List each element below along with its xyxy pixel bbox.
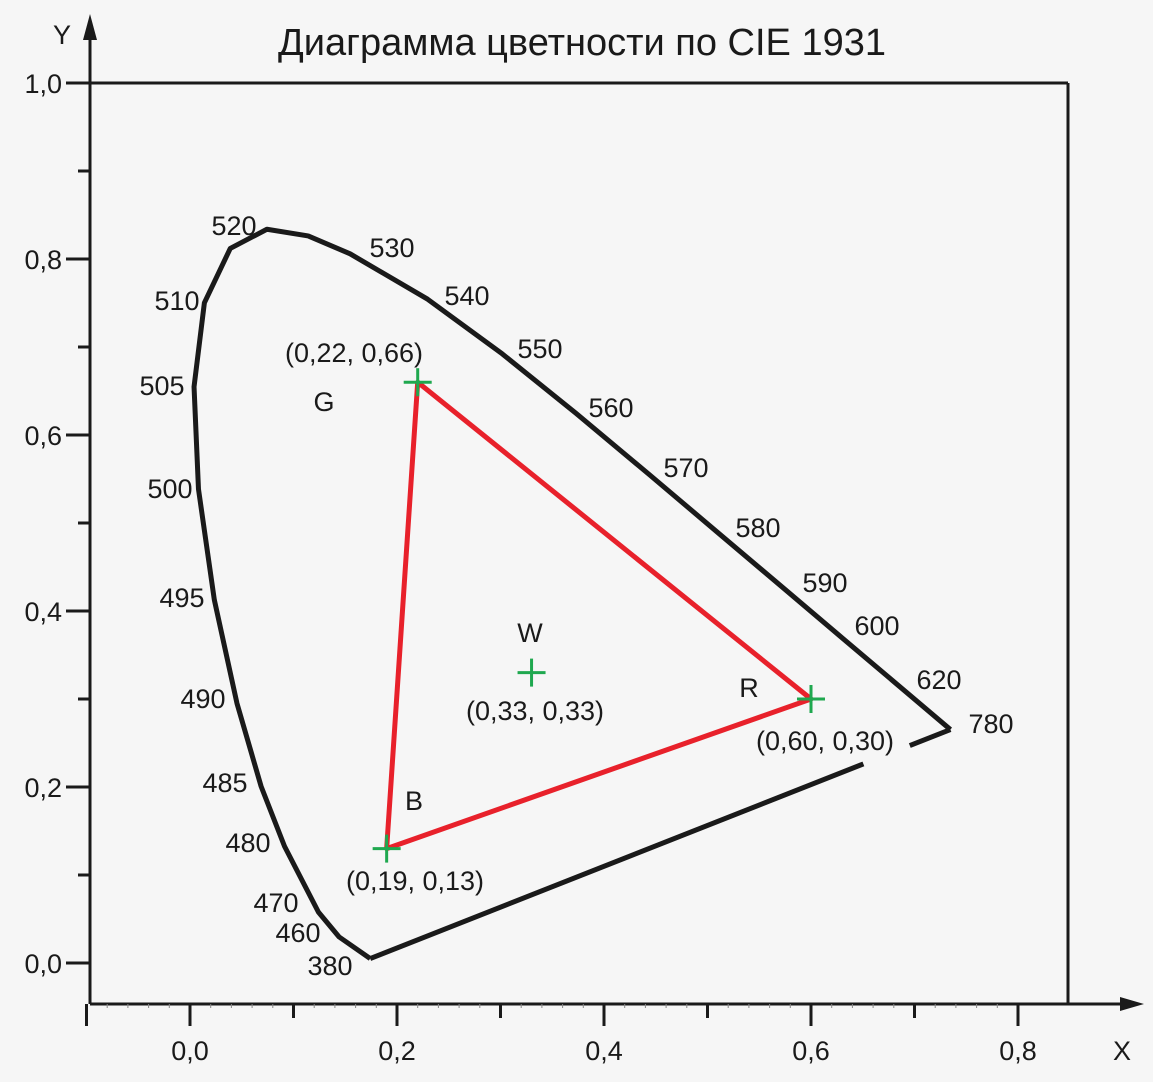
x-tick-label: 0,2	[378, 1036, 416, 1066]
chart-title: Диаграмма цветности по CIE 1931	[278, 22, 886, 64]
y-tick-label: 0,2	[24, 773, 62, 803]
x-tick-label: 0,6	[792, 1036, 830, 1066]
gamut-triangle	[372, 368, 825, 863]
y-tick-label: 0,0	[24, 949, 62, 979]
wavelength-label-570: 570	[663, 453, 708, 483]
wavelength-label-505: 505	[139, 371, 184, 401]
wavelength-label-580: 580	[735, 513, 780, 543]
y-axis-label: Y	[53, 20, 71, 50]
y-tick-label: 1,0	[24, 69, 62, 99]
primary-coords-b: (0,19, 0,13)	[346, 866, 484, 896]
spectral-locus-curve	[191, 226, 953, 961]
purple-line-end	[908, 727, 952, 748]
y-tick-label: 0,8	[24, 245, 62, 275]
wavelength-label-600: 600	[854, 611, 899, 641]
wavelength-label-510: 510	[154, 286, 199, 316]
wavelength-label-560: 560	[588, 393, 633, 423]
y-tick-label: 0,6	[24, 421, 62, 451]
primary-name-r: R	[739, 673, 759, 703]
x-axis-label: X	[1113, 1036, 1131, 1066]
x-tick-label: 0,4	[585, 1036, 623, 1066]
wavelength-label-780: 780	[968, 709, 1013, 739]
wavelength-label-530: 530	[369, 233, 414, 263]
white-point-name: W	[517, 618, 543, 648]
purple-line	[369, 761, 865, 961]
primary-coords-r: (0,60, 0,30)	[756, 726, 894, 756]
white-point-coords: (0,33, 0,33)	[466, 696, 604, 726]
primary-coords-g: (0,22, 0,66)	[285, 338, 423, 368]
wavelength-label-550: 550	[517, 334, 562, 364]
y-tick-label: 0,4	[24, 597, 62, 627]
wavelength-label-485: 485	[202, 768, 247, 798]
wavelength-label-500: 500	[147, 474, 192, 504]
primary-name-b: B	[405, 786, 423, 816]
wavelength-label-380: 380	[307, 951, 352, 981]
wavelength-label-520: 520	[211, 211, 256, 241]
wavelength-label-590: 590	[802, 568, 847, 598]
spectral-locus	[191, 226, 953, 961]
wavelength-label-620: 620	[916, 665, 961, 695]
wavelength-label-460: 460	[275, 918, 320, 948]
wavelength-label-470: 470	[253, 888, 298, 918]
wavelength-label-540: 540	[444, 281, 489, 311]
plot-frame: Y X 0,0 0,2 0,4 0,6 0,8 1,0 0,0 0,2 0,4 0,6 0,8	[24, 14, 1144, 1066]
x-axis-arrow	[1120, 997, 1144, 1011]
wavelength-label-490: 490	[180, 684, 225, 714]
rgb-gamut-triangle	[384, 379, 814, 852]
primary-name-g: G	[313, 387, 334, 417]
x-tick-label: 0,0	[171, 1036, 209, 1066]
y-axis-arrow	[83, 14, 97, 40]
x-tick-label: 0,8	[999, 1036, 1037, 1066]
wavelength-label-495: 495	[159, 583, 204, 613]
wavelength-label-480: 480	[225, 828, 270, 858]
